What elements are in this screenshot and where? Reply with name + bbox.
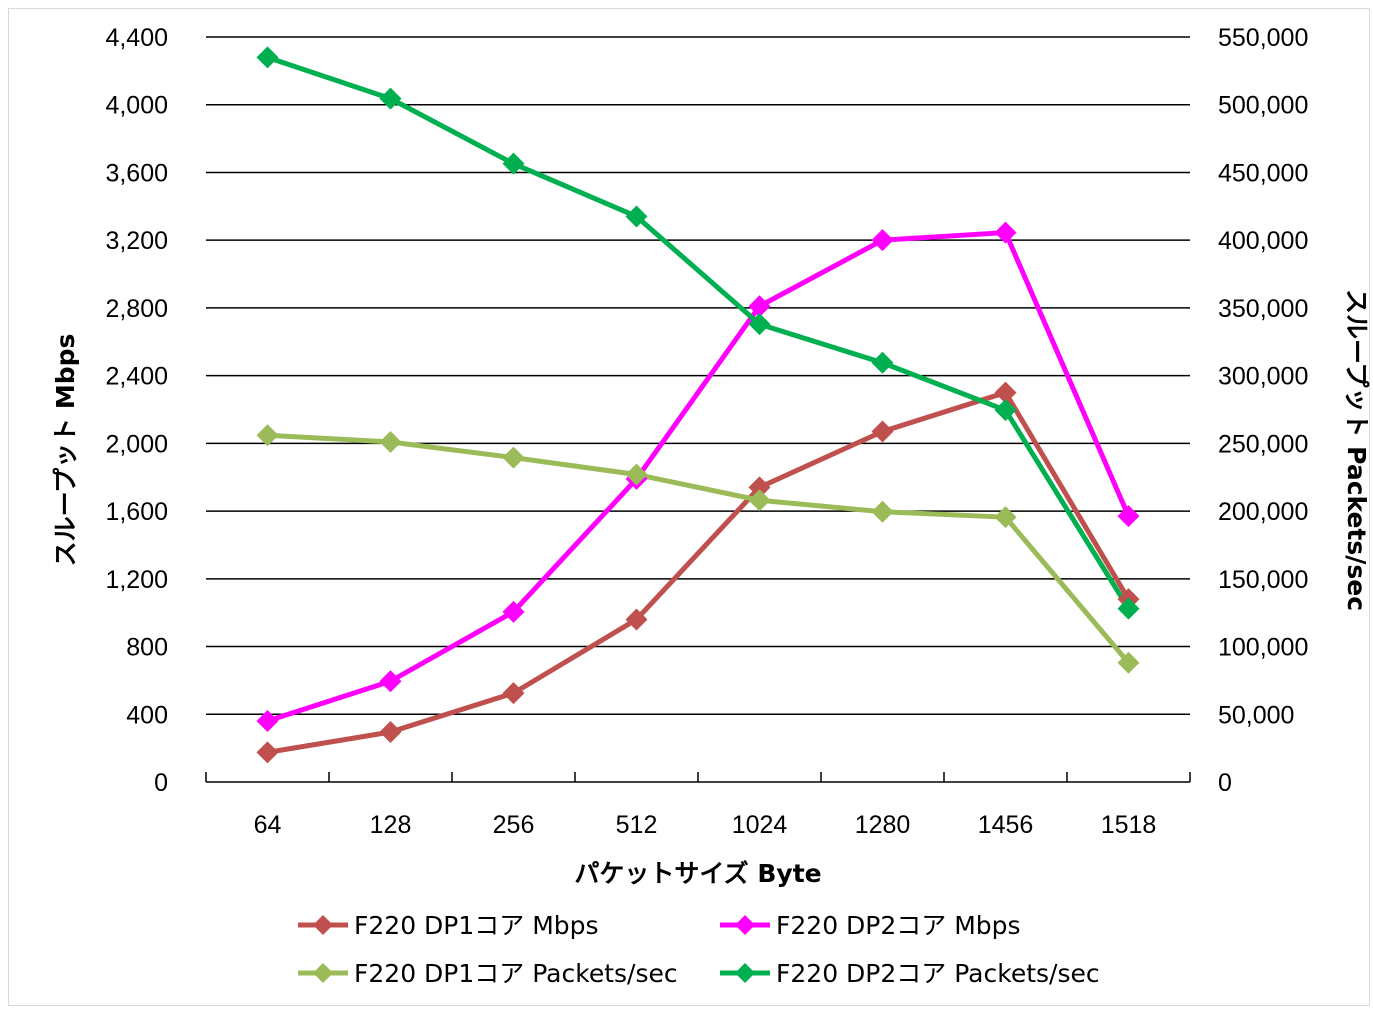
series-markers [256,46,1140,764]
x-axis-ticks: 64 128 256 512 1024 1280 1456 1518 [254,811,1157,839]
y2-tick-label: 500,000 [1218,92,1308,120]
y-tick-label: 4,400 [105,24,168,52]
data-point-marker [871,500,894,523]
data-point-marker [871,420,894,443]
y2-tick-label: 450,000 [1218,159,1308,187]
data-point-marker [1117,505,1140,528]
data-point-marker [994,399,1017,422]
y2-tick-label: 300,000 [1218,363,1308,391]
legend-swatch-marker [313,963,333,983]
y2-tick-label: 350,000 [1218,295,1308,323]
x-tick-label: 1518 [1101,811,1157,839]
data-point-marker [625,205,648,228]
data-point-marker [625,463,648,486]
y-tick-label: 3,600 [105,159,168,187]
data-point-marker [625,608,648,631]
data-point-marker [379,87,402,110]
data-point-marker [379,431,402,454]
y-tick-label: 2,000 [105,430,168,458]
data-point-marker [748,295,771,318]
data-point-marker [994,381,1017,404]
y2-tick-label: 250,000 [1218,430,1308,458]
data-point-marker [871,229,894,252]
x-tick-label: 64 [254,811,282,839]
x-tick-label: 256 [493,811,535,839]
y2-tick-label: 0 [1218,769,1232,797]
series-lines [266,54,1131,755]
data-point-marker [994,221,1017,244]
y-tick-label: 800 [126,634,168,662]
y-tick-label: 4,000 [105,92,168,120]
series-line-4 [266,54,1131,610]
data-point-marker [379,670,402,693]
y-tick-label: 2,400 [105,363,168,391]
data-point-marker [1117,651,1140,674]
series-line-1 [267,390,1131,755]
data-point-marker [871,351,894,374]
y-axis-title: スループット Mbps [51,334,80,567]
legend-label: F220 DP1コア Mbps [354,911,599,940]
data-point-marker [502,682,525,705]
data-point-marker [379,721,402,744]
x-axis-title: パケットサイズ Byte [574,859,821,888]
legend-swatch-marker [735,915,755,935]
y2-tick-label: 200,000 [1218,498,1308,526]
x-tick-label: 1024 [732,811,788,839]
data-point-marker [1117,597,1140,620]
data-point-marker [256,741,279,764]
y-tick-label: 0 [154,769,168,797]
y-tick-label: 3,200 [105,227,168,255]
y-tick-label: 2,800 [105,295,168,323]
data-point-marker [748,313,771,336]
legend-label: F220 DP1コア Packets/sec [354,959,678,988]
data-point-marker [502,152,525,175]
series-line-2 [266,230,1131,724]
y-tick-label: 1,600 [105,498,168,526]
x-tick-label: 128 [370,811,412,839]
y2-tick-label: 150,000 [1218,566,1308,594]
series-line-3 [267,432,1131,665]
data-point-marker [256,710,279,733]
y2-tick-label: 550,000 [1218,24,1308,52]
legend: F220 DP1コア Mbps F220 DP2コア Mbps F220 DP1コア… [298,911,1100,988]
legend-label: F220 DP2コア Packets/sec [776,959,1100,988]
legend-swatch-marker [735,963,755,983]
data-point-marker [256,424,279,447]
legend-label: F220 DP2コア Mbps [776,911,1021,940]
data-point-marker [994,506,1017,529]
x-tick-label: 1456 [978,811,1034,839]
data-point-marker [256,46,279,69]
y2-axis-title: スループット Packets/sec [1342,289,1371,611]
y2-tick-label: 50,000 [1218,701,1294,729]
x-tick-label: 512 [616,811,658,839]
y2-tick-label: 400,000 [1218,227,1308,255]
y2-tick-label: 100,000 [1218,634,1308,662]
axes [205,772,1191,783]
data-point-marker [748,476,771,499]
chart-frame [8,8,1370,1006]
y-tick-label: 1,200 [105,566,168,594]
y-tick-label: 400 [126,701,168,729]
gridlines [206,36,1190,716]
data-point-marker [748,489,771,512]
left-axis-ticks: 0 400 800 1,200 1,600 2,000 2,400 2,800 3,200 3,6… [105,24,168,797]
data-point-marker [502,600,525,623]
legend-swatch-marker [313,915,333,935]
right-axis-ticks: 0 50,000 100,000 150,000 200,000 250,000 300,0… [1218,24,1308,797]
x-tick-label: 1280 [855,811,911,839]
data-point-marker [502,446,525,469]
